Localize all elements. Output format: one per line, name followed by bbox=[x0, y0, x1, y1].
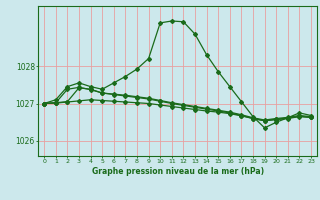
X-axis label: Graphe pression niveau de la mer (hPa): Graphe pression niveau de la mer (hPa) bbox=[92, 167, 264, 176]
